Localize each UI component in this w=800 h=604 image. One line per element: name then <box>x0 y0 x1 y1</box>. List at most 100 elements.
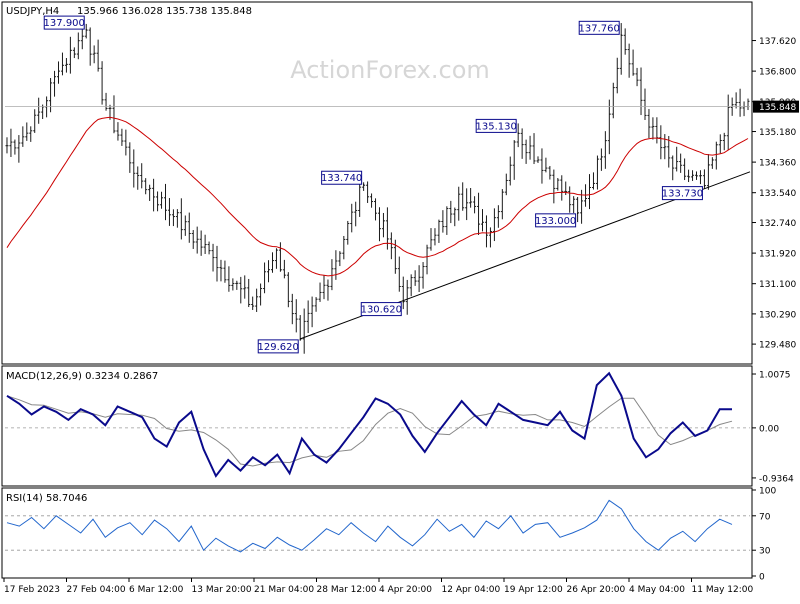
price-bar <box>342 235 346 260</box>
price-bar <box>481 209 485 232</box>
price-bar <box>306 300 310 334</box>
price-bar <box>457 186 461 221</box>
rsi-panel-frame <box>1 487 753 579</box>
price-bar <box>374 198 378 221</box>
price-bar <box>710 157 714 169</box>
price-tick-label: 135.180 <box>759 128 796 138</box>
price-bar <box>591 172 595 190</box>
price-bar <box>405 279 409 315</box>
price-bar <box>247 278 251 308</box>
price-bar <box>496 205 500 228</box>
annotation-label: 129.620 <box>258 342 299 353</box>
macd-tick-label: 1.0075 <box>759 371 791 381</box>
price-bar <box>100 61 104 105</box>
ohlc-values: 135.966 136.028 135.738 135.848 <box>77 6 252 17</box>
price-bar <box>9 128 13 157</box>
annotation-label: 133.730 <box>662 189 703 200</box>
annotation-box <box>257 339 299 354</box>
macd-plot: 1.0075 0.00 -0.9364 <box>5 371 794 484</box>
price-bar <box>183 215 187 236</box>
x-tick-label: 12 Apr 04:00 <box>442 585 501 595</box>
price-annotation: 129.620 <box>257 338 301 354</box>
price-bar <box>417 265 421 292</box>
price-bar <box>148 184 152 201</box>
price-bar <box>429 228 433 251</box>
price-bar <box>88 27 92 66</box>
price-bar <box>330 259 334 291</box>
x-tick-label: 27 Feb 04:00 <box>67 585 126 595</box>
price-bar <box>623 28 627 55</box>
price-annotation: 133.000 <box>535 212 579 228</box>
price-bar <box>528 135 532 160</box>
price-bar <box>631 49 635 76</box>
price-annotation: 133.730 <box>662 185 705 201</box>
price-bar <box>687 169 691 183</box>
macd-tick-label: -0.9364 <box>759 474 794 484</box>
price-tick-label: 133.540 <box>759 189 796 199</box>
rsi-tick-label: 0 <box>759 573 765 583</box>
price-annotation: 130.620 <box>360 301 404 317</box>
current-price-box <box>753 100 799 113</box>
price-bar <box>722 132 726 151</box>
price-bar <box>695 171 699 180</box>
price-bar <box>441 210 445 233</box>
price-bar <box>350 203 354 233</box>
price-bar <box>318 282 322 302</box>
price-bar <box>544 157 548 173</box>
price-bar <box>68 36 72 74</box>
price-bar <box>53 70 57 97</box>
price-bar <box>595 155 599 190</box>
price-bar <box>282 259 286 279</box>
price-bar <box>156 191 160 212</box>
rsi-tick-label: 30 <box>759 547 771 557</box>
price-bar <box>385 207 389 250</box>
price-bar <box>33 109 37 133</box>
x-tick-label: 4 May 04:00 <box>629 585 685 595</box>
price-bar <box>572 196 576 213</box>
price-bar <box>235 280 239 290</box>
price-bar <box>263 262 267 294</box>
price-bar <box>536 156 540 163</box>
price-bar <box>338 251 342 267</box>
price-bar <box>377 207 381 242</box>
annotation-label: 137.760 <box>579 23 620 34</box>
price-bar <box>734 92 738 109</box>
price-annotations: 135.848 137.900 129.620 133.740 130.620 135.1… <box>5 15 799 354</box>
price-bar <box>413 270 417 286</box>
price-tick-label: 136.800 <box>759 68 796 78</box>
price-bar <box>461 182 465 211</box>
price-bar <box>449 200 453 224</box>
annotation-box <box>360 302 402 317</box>
price-bar <box>231 278 235 291</box>
price-bar <box>29 126 33 142</box>
current-price-label: 135.848 <box>759 103 796 113</box>
annotation-box <box>535 213 577 228</box>
price-bar <box>397 256 401 292</box>
price-bar <box>219 259 223 282</box>
price-bar <box>171 209 175 227</box>
price-bar <box>599 148 603 171</box>
price-bar <box>302 308 306 354</box>
price-bar <box>203 234 207 254</box>
price-annotation: 135.130 <box>475 118 519 134</box>
rsi-line <box>6 499 733 553</box>
price-bar <box>60 52 64 76</box>
price-bar <box>80 29 84 50</box>
price-bar <box>706 154 710 190</box>
price-tick-label: 131.920 <box>759 250 796 260</box>
price-bar <box>568 186 572 213</box>
price-bar <box>195 226 199 254</box>
ema-line-group <box>6 116 749 277</box>
price-bar <box>17 135 21 163</box>
rsi-plot: 100 70 30 0 <box>5 487 776 583</box>
price-bar <box>96 39 100 72</box>
price-bar <box>679 153 683 173</box>
annotation-label: 133.000 <box>535 216 576 227</box>
price-bar <box>611 82 615 119</box>
rsi-tick-label: 70 <box>759 512 771 522</box>
macd-signal-line <box>6 395 733 467</box>
price-bar <box>37 97 41 124</box>
price-bar <box>140 163 144 189</box>
price-bar <box>552 169 556 204</box>
price-bar <box>425 244 429 275</box>
